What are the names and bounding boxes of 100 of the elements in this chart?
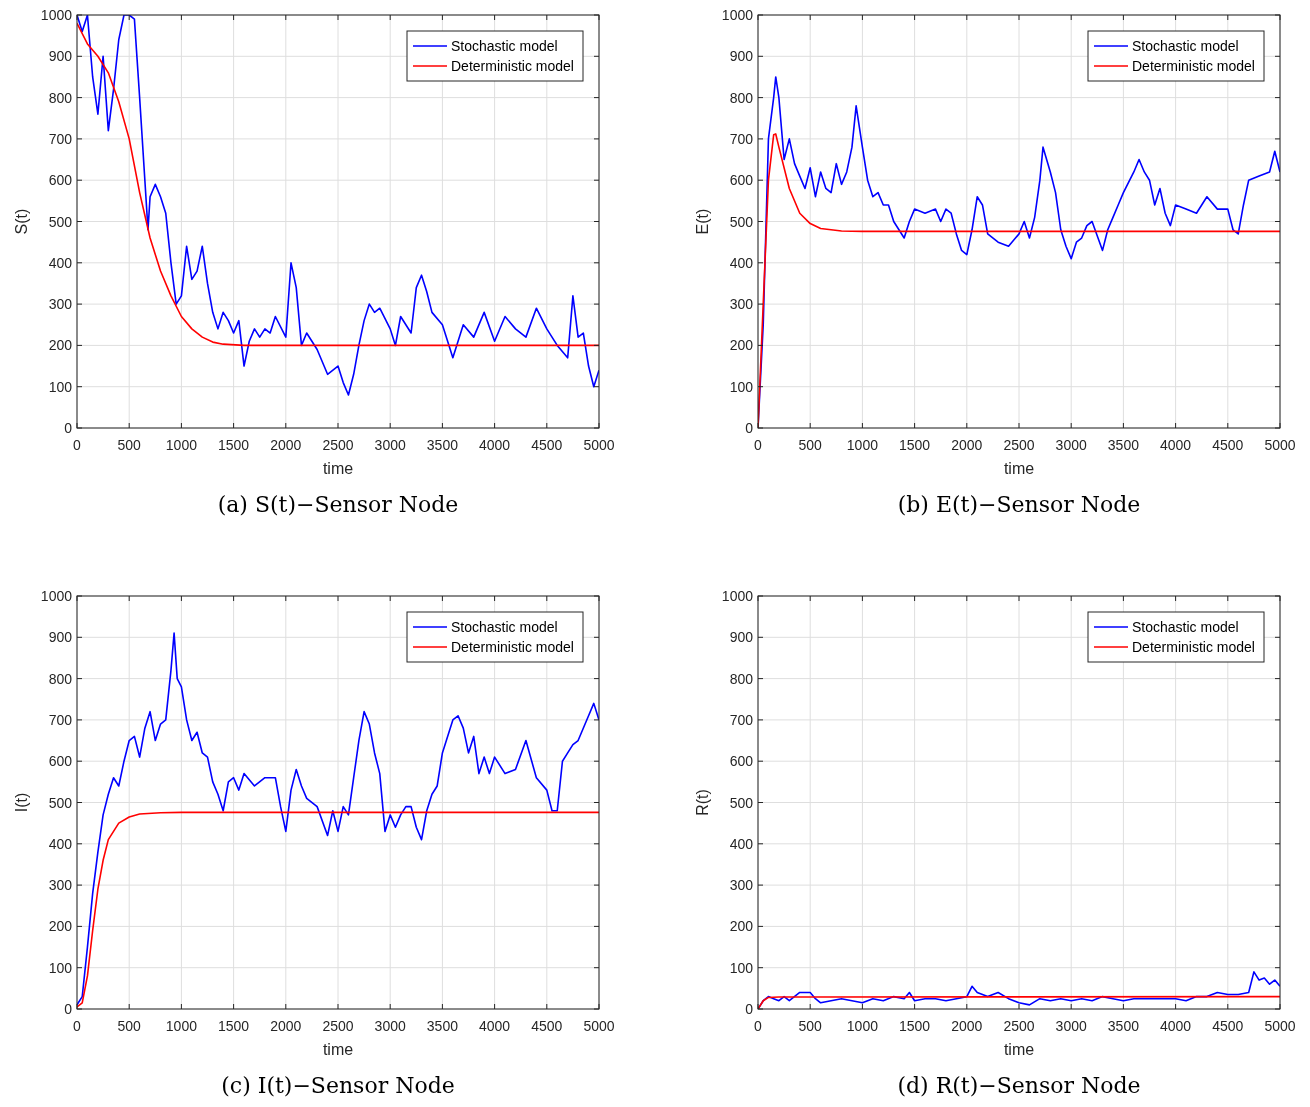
line-series bbox=[77, 632, 599, 1006]
y-tick-label: 0 bbox=[745, 1001, 754, 1017]
x-tick-label: 4500 bbox=[531, 437, 563, 453]
y-tick-label: 500 bbox=[729, 213, 754, 230]
y-tick-label: 300 bbox=[48, 296, 73, 313]
y-tick-label: 600 bbox=[48, 753, 73, 770]
y-tick-label: 600 bbox=[729, 172, 754, 189]
text: (a) S(t)−Sensor Node bbox=[217, 492, 459, 517]
x-tick-label: 3000 bbox=[374, 1018, 406, 1034]
x-tick-label: 1500 bbox=[218, 1018, 250, 1034]
x-tick-label: 4000 bbox=[1160, 437, 1192, 453]
x-tick-label: 2500 bbox=[322, 1018, 354, 1034]
y-tick-label: 700 bbox=[48, 711, 73, 728]
x-tick-label: 2500 bbox=[1003, 1018, 1035, 1034]
y-tick-label: 800 bbox=[729, 89, 754, 106]
legend-label: Deterministic model bbox=[1132, 639, 1255, 655]
y-tick-label: 100 bbox=[729, 378, 754, 395]
x-tick-label: 1500 bbox=[899, 437, 931, 453]
x-axis-title: time bbox=[322, 460, 354, 477]
x-axis-title: time bbox=[1003, 460, 1035, 477]
legend-label: Stochastic model bbox=[451, 619, 558, 635]
y-tick-label: 300 bbox=[48, 877, 73, 894]
y-tick-label: 700 bbox=[729, 130, 754, 147]
y-tick-label: 600 bbox=[48, 172, 73, 189]
x-tick-label: 2000 bbox=[270, 1018, 302, 1034]
y-tick-label: 0 bbox=[745, 420, 754, 436]
legend-label: Stochastic model bbox=[1132, 38, 1239, 54]
y-tick-label: 200 bbox=[48, 918, 73, 935]
x-tick-label: 4000 bbox=[479, 437, 511, 453]
x-tick-label: 2000 bbox=[951, 1018, 983, 1034]
x-tick-label: 3000 bbox=[1055, 437, 1087, 453]
x-tick-label: 1500 bbox=[218, 437, 250, 453]
y-tick-label: 800 bbox=[729, 670, 754, 687]
x-tick-label: 5000 bbox=[583, 437, 615, 453]
y-tick-label: 200 bbox=[48, 337, 73, 354]
x-tick-label: 3500 bbox=[426, 437, 459, 453]
x-axis-title: time bbox=[322, 1041, 354, 1058]
y-tick-label: 700 bbox=[729, 711, 754, 728]
x-tick-label: 4000 bbox=[1160, 1018, 1192, 1034]
y-tick-label: 400 bbox=[729, 835, 754, 852]
y-tick-label: 900 bbox=[729, 629, 754, 646]
y-tick-label: 0 bbox=[64, 420, 73, 436]
y-tick-label: 900 bbox=[729, 48, 754, 65]
legend-label: Deterministic model bbox=[451, 58, 574, 74]
y-tick-label: 100 bbox=[48, 378, 73, 395]
x-tick-label: 500 bbox=[798, 437, 823, 453]
y-tick-label: 0 bbox=[64, 1001, 73, 1017]
y-axis-title: I(t) bbox=[13, 792, 30, 813]
x-tick-label: 1000 bbox=[165, 1018, 198, 1034]
x-tick-label: 500 bbox=[117, 437, 142, 453]
y-tick-label: 900 bbox=[48, 629, 73, 646]
x-tick-label: 4500 bbox=[1212, 1018, 1244, 1034]
y-tick-label: 500 bbox=[48, 794, 73, 811]
text: (d) R(t)−Sensor Node bbox=[897, 1073, 1141, 1098]
x-tick-label: 5000 bbox=[583, 1018, 615, 1034]
legend-label: Deterministic model bbox=[451, 639, 574, 655]
x-tick-label: 1000 bbox=[846, 437, 879, 453]
y-tick-label: 1000 bbox=[721, 7, 754, 23]
y-tick-label: 1000 bbox=[721, 588, 754, 604]
y-tick-label: 1000 bbox=[40, 7, 73, 23]
x-tick-label: 2000 bbox=[951, 437, 983, 453]
y-tick-label: 500 bbox=[729, 794, 754, 811]
x-tick-label: 2500 bbox=[322, 437, 354, 453]
y-tick-label: 800 bbox=[48, 670, 73, 687]
y-tick-label: 400 bbox=[48, 835, 73, 852]
x-tick-label: 3500 bbox=[1107, 437, 1140, 453]
y-tick-label: 600 bbox=[729, 753, 754, 770]
x-tick-label: 3000 bbox=[1055, 1018, 1087, 1034]
x-tick-label: 1000 bbox=[165, 437, 198, 453]
x-tick-label: 3500 bbox=[1107, 1018, 1140, 1034]
y-tick-label: 200 bbox=[729, 918, 754, 935]
y-tick-label: 1000 bbox=[40, 588, 73, 604]
y-tick-label: 900 bbox=[48, 48, 73, 65]
y-tick-label: 500 bbox=[48, 213, 73, 230]
x-tick-label: 5000 bbox=[1264, 437, 1296, 453]
y-tick-label: 700 bbox=[48, 130, 73, 147]
y-axis-title: E(t) bbox=[694, 208, 711, 235]
y-tick-label: 300 bbox=[729, 877, 754, 894]
y-tick-label: 200 bbox=[729, 337, 754, 354]
y-tick-label: 100 bbox=[48, 959, 73, 976]
x-tick-label: 500 bbox=[798, 1018, 823, 1034]
x-tick-label: 4500 bbox=[531, 1018, 563, 1034]
y-tick-label: 400 bbox=[729, 254, 754, 271]
y-axis-title: R(t) bbox=[694, 789, 711, 816]
x-tick-label: 4000 bbox=[479, 1018, 511, 1034]
x-tick-label: 1500 bbox=[899, 1018, 931, 1034]
x-tick-label: 5000 bbox=[1264, 1018, 1296, 1034]
legend-label: Stochastic model bbox=[451, 38, 558, 54]
x-tick-label: 1000 bbox=[846, 1018, 879, 1034]
y-axis-title: S(t) bbox=[13, 208, 30, 235]
x-tick-label: 2500 bbox=[1003, 437, 1035, 453]
x-tick-label: 2000 bbox=[270, 437, 302, 453]
x-tick-label: 3000 bbox=[374, 437, 406, 453]
y-tick-label: 300 bbox=[729, 296, 754, 313]
y-tick-label: 800 bbox=[48, 89, 73, 106]
x-axis-title: time bbox=[1003, 1041, 1035, 1058]
legend-label: Deterministic model bbox=[1132, 58, 1255, 74]
y-tick-label: 100 bbox=[729, 959, 754, 976]
text: (c) I(t)−Sensor Node bbox=[221, 1073, 455, 1098]
text: (b) E(t)−Sensor Node bbox=[897, 492, 1141, 517]
